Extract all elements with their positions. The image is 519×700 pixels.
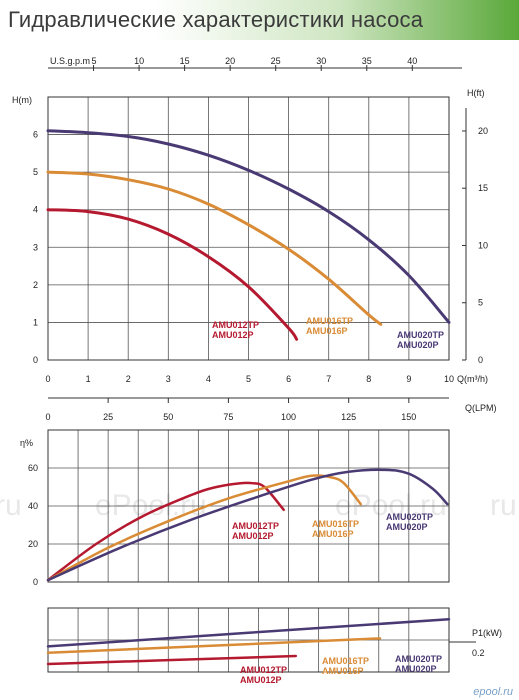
x-tick-label: 8 [366,374,371,384]
curve-amu016-power [46,637,382,655]
curve-amu020-power [46,617,451,648]
y2-tick-label: 5 [478,298,483,308]
y-axis-label: η% [20,438,33,448]
top-tick-label: 15 [180,56,190,66]
series-label: AMU012TP [232,521,279,531]
curve-amu016-efficiency [46,474,362,582]
series-label: AMU016TP [322,656,369,666]
x-tick-label: 1 [86,374,91,384]
series-label: AMU020P [395,664,437,674]
top-tick-label: 40 [407,56,417,66]
y-tick-label: 60 [28,463,38,473]
y2-tick-label: 20 [478,126,488,136]
watermark-text: l.ru [0,489,22,522]
top-tick-label: 25 [271,56,281,66]
plot-frame [47,96,450,361]
top-tick-label: 30 [316,56,326,66]
series-label: AMU016P [312,529,354,539]
y2-tick-label: 0 [478,355,483,365]
y-tick-label: 5 [33,167,38,177]
y2-tick-label: 10 [478,240,488,250]
series-label: AMU016P [306,326,348,336]
plot-frame [47,607,450,673]
series-label: AMU012TP [212,320,259,330]
x-tick-label: 9 [406,374,411,384]
series-label: AMU020TP [395,654,442,664]
x-tick-label: 7 [326,374,331,384]
footer-logo: epool.ru [473,686,513,698]
y-tick-label: 2 [33,280,38,290]
series-label: AMU012TP [240,665,287,675]
top-tick-label: 5 [92,56,97,66]
series-label: AMU016TP [312,519,359,529]
lpm-tick-label: 50 [163,412,173,422]
y-tick-label: 3 [33,242,38,252]
lpm-tick-label: 25 [103,412,113,422]
curve-amu012-efficiency [46,481,285,582]
curve-amu020-head [46,129,451,324]
watermark-text: ru [490,489,517,522]
page-title: Гидравлические характеристики насоса [8,7,424,32]
lpm-tick-label: 150 [401,412,416,422]
x-tick-label: 5 [246,374,251,384]
lpm-zero-label: 0 [45,412,50,422]
x-tick-label: 2 [126,374,131,384]
y2-axis-label: H(ft) [467,88,485,98]
curve-amu012-power [46,654,298,666]
y-tick-label: 4 [33,205,38,215]
top-axis-label: U.S.g.p.m [50,56,90,66]
series-label: AMU020TP [386,512,433,522]
curve-amu012-head [46,208,299,341]
series-label: AMU016TP [306,316,353,326]
series-label: AMU020P [386,522,428,532]
y-tick-label: 6 [33,130,38,140]
y-tick-label: 0.2 [472,648,485,658]
title-banner: Гидравлические характеристики насоса [0,0,519,40]
y2-tick-label: 15 [478,183,488,193]
series-label: AMU020P [397,340,439,350]
top-tick-label: 35 [362,56,372,66]
curve-amu020-efficiency [46,468,449,582]
lpm-axis-label: Q(LPM) [465,403,497,413]
x-axis-label: Q(m³/h) [457,374,488,384]
curve-amu016-head [46,170,383,326]
watermark-text: ePool.ru [95,489,207,522]
y-axis-label: P1(kW) [472,628,502,638]
top-tick-label: 10 [134,56,144,66]
y-tick-label: 40 [28,501,38,511]
x-tick-label: 0 [45,374,50,384]
y-tick-label: 0 [33,355,38,365]
lpm-tick-label: 75 [223,412,233,422]
series-label: AMU012P [232,531,274,541]
y-tick-label: 0 [33,577,38,587]
y-tick-label: 20 [28,539,38,549]
series-label: AMU012P [240,675,282,685]
x-tick-label: 4 [206,374,211,384]
plot-frame [47,429,450,583]
lpm-tick-label: 100 [281,412,296,422]
y-axis-label: H(m) [12,95,32,105]
series-label: AMU016P [322,666,364,676]
x-tick-label: 6 [286,374,291,384]
lpm-tick-label: 125 [341,412,356,422]
series-label: AMU020TP [397,330,444,340]
y-tick-label: 1 [33,317,38,327]
top-tick-label: 20 [225,56,235,66]
x-tick-label: 10 [444,374,454,384]
series-label: AMU012P [212,330,254,340]
x-tick-label: 3 [166,374,171,384]
